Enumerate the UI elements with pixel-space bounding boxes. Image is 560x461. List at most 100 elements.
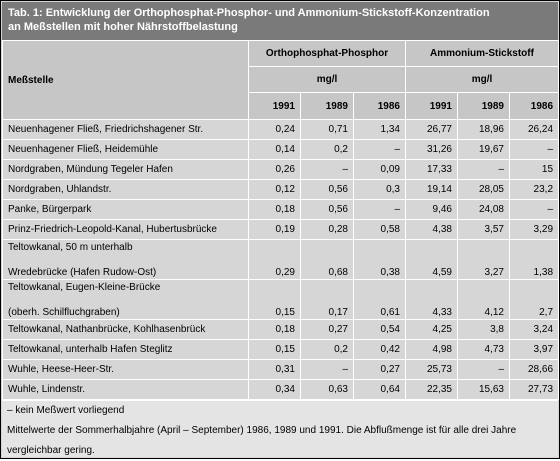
value-cell: 3,8: [457, 319, 510, 340]
group-header-phosphor: Orthophosphat-Phosphor: [248, 40, 406, 67]
station-header: Meßstelle: [2, 40, 249, 120]
value-cell: 3,29: [508, 219, 560, 240]
value-cell: 0,56: [300, 179, 354, 200]
value-cell: 1,38: [508, 239, 560, 280]
value-cell: 18,96: [457, 119, 510, 140]
value-cell: 17,33: [405, 159, 458, 180]
station-name-line: Teltowkanal, Eugen-Kleine-Brücke: [8, 281, 161, 293]
table-title: Tab. 1: Entwicklung der Orthophosphat-Ph…: [2, 2, 558, 40]
value-cell: 4,38: [405, 219, 458, 240]
value-cell: 28,05: [457, 179, 510, 200]
value-cell: 0,56: [300, 199, 354, 220]
station-name-line: (oberh. Schilfluchgraben): [8, 306, 120, 318]
table-body: Neuenhagener Fließ, Friedrichshagener St…: [2, 119, 560, 400]
value-cell: 0,63: [300, 379, 354, 400]
value-cell: 0,31: [248, 359, 301, 380]
station-name-cell: Nordgraben, Uhlandstr.: [2, 179, 249, 200]
value-cell: 0,15: [248, 279, 301, 320]
station-name-cell: Wuhle, Heese-Heer-Str.: [2, 359, 249, 380]
value-cell: –: [353, 139, 406, 160]
value-text: 2,7: [539, 306, 554, 318]
note-line-2: Mittelwerte der Sommerhalbjahre (April –…: [7, 425, 517, 436]
value-cell: 0,26: [248, 159, 301, 180]
value-cell: 24,08: [457, 199, 510, 220]
value-cell: 27,73: [508, 379, 560, 400]
value-cell: –: [457, 159, 510, 180]
value-cell: 0,42: [353, 339, 406, 360]
value-text: 4,12: [484, 306, 504, 318]
value-cell: 0,2: [300, 139, 354, 160]
title-line-2: an Meßstellen mit hoher Nährstoffbelastu…: [8, 21, 238, 33]
value-cell: 3,97: [508, 339, 560, 360]
station-name-cell: Teltowkanal, 50 m unterhalb Wredebrücke (…: [2, 239, 249, 280]
table-row: Teltowkanal, unterhalb Hafen Steglitz 0,1…: [2, 339, 560, 360]
data-table: Meßstelle Orthophosphat-Phosphor Ammoniu…: [2, 40, 560, 400]
value-cell: 4,98: [405, 339, 458, 360]
value-cell: 0,09: [353, 159, 406, 180]
value-cell: 0,17: [300, 279, 354, 320]
station-name-cell: Teltowkanal, Eugen-Kleine-Brücke (oberh. …: [2, 279, 249, 320]
table-row: Nordgraben, Uhlandstr. 0,12 0,56 0,3 19,14 28…: [2, 179, 560, 200]
table-row: Nordgraben, Mündung Tegeler Hafen 0,26–0,…: [2, 159, 560, 180]
station-name-line: Teltowkanal, 50 m unterhalb: [8, 241, 133, 253]
value-text: 4,33: [432, 306, 452, 318]
value-cell: 28,66: [508, 359, 560, 380]
value-cell: 15,63: [457, 379, 510, 400]
value-cell: 0,68: [300, 239, 354, 280]
value-cell: 0,2: [300, 339, 354, 360]
table-row: Neuenhagener Fließ, Heidemühle 0,14 0,2–31…: [2, 139, 560, 160]
value-cell: 0,24: [248, 119, 301, 140]
value-text: 0,38: [380, 266, 400, 278]
value-cell: –: [508, 199, 560, 220]
value-cell: 4,73: [457, 339, 510, 360]
value-text: 0,17: [328, 306, 348, 318]
value-cell: 19,67: [457, 139, 510, 160]
unit-header-ammonium: mg/l: [404, 66, 560, 93]
value-cell: 4,12: [457, 279, 510, 320]
value-cell: 0,64: [353, 379, 406, 400]
station-name-cell: Wuhle, Lindenstr.: [2, 379, 249, 400]
value-cell: 0,38: [353, 239, 406, 280]
value-cell: 0,58: [353, 219, 406, 240]
value-cell: 3,24: [508, 319, 560, 340]
value-cell: 0,15: [248, 339, 301, 360]
table-row: Prinz-Friedrich-Leopold-Kanal, Hubertusb…: [2, 219, 560, 240]
table-row: Teltowkanal, 50 m unterhalb Wredebrücke (…: [2, 239, 560, 280]
value-text: 0,61: [380, 306, 400, 318]
station-name-cell: Prinz-Friedrich-Leopold-Kanal, Hubertusb…: [2, 219, 249, 240]
year-header: 1986: [353, 92, 406, 120]
value-cell: 3,57: [457, 219, 510, 240]
value-cell: 15: [508, 159, 560, 180]
value-cell: 25,73: [405, 359, 458, 380]
value-cell: 23,2: [508, 179, 560, 200]
table-row: Teltowkanal, Nathanbrücke, Kohlhasenbrüc…: [2, 319, 560, 340]
value-cell: 0,18: [248, 199, 301, 220]
station-name-cell: Neuenhagener Fließ, Heidemühle: [2, 139, 249, 160]
value-text: 4,59: [432, 266, 452, 278]
value-cell: 0,54: [353, 319, 406, 340]
value-cell: –: [508, 139, 560, 160]
value-cell: 0,27: [353, 359, 406, 380]
title-line-1: Tab. 1: Entwicklung der Orthophosphat-Ph…: [8, 7, 490, 19]
value-cell: 0,12: [248, 179, 301, 200]
station-name-line: Wredebrücke (Hafen Rudow-Ost): [8, 266, 157, 278]
note-line-1: – kein Meßwert vorliegend: [7, 405, 125, 416]
station-name-cell: Neuenhagener Fließ, Friedrichshagener St…: [2, 119, 249, 140]
value-cell: 31,26: [405, 139, 458, 160]
value-cell: 22,35: [405, 379, 458, 400]
value-cell: 9,46: [405, 199, 458, 220]
value-cell: 0,29: [248, 239, 301, 280]
table-row: Wuhle, Heese-Heer-Str. 0,31–0,27 25,73–28,…: [2, 359, 560, 380]
value-cell: 0,3: [353, 179, 406, 200]
value-cell: 4,25: [405, 319, 458, 340]
value-cell: 3,27: [457, 239, 510, 280]
station-name-cell: Teltowkanal, unterhalb Hafen Steglitz: [2, 339, 249, 360]
year-header: 1989: [300, 92, 354, 120]
value-cell: 0,28: [300, 219, 354, 240]
table-row: Teltowkanal, Eugen-Kleine-Brücke (oberh. …: [2, 279, 560, 320]
value-cell: –: [457, 359, 510, 380]
unit-header-phosphor: mg/l: [248, 66, 406, 93]
value-cell: –: [300, 159, 354, 180]
value-cell: 0,61: [353, 279, 406, 320]
